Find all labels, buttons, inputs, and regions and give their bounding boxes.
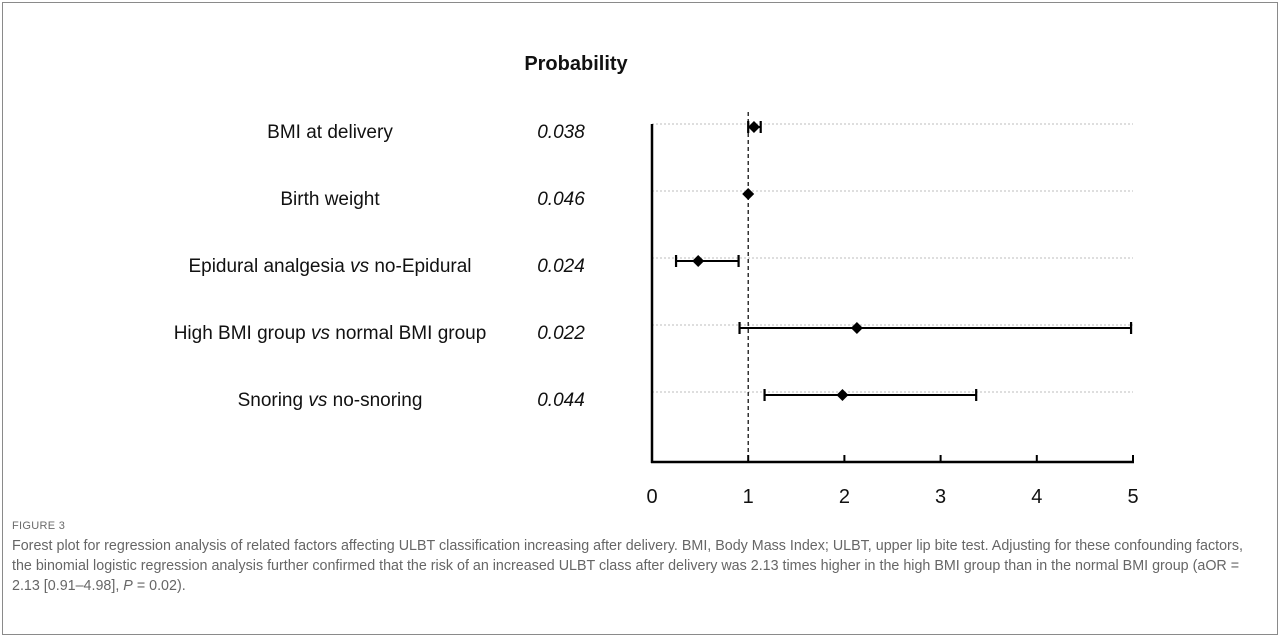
caption-text-end: = 0.02). xyxy=(132,578,186,594)
odds-ratio-marker xyxy=(742,188,755,200)
row-label-part: Birth weight xyxy=(280,189,380,210)
x-tick-label: 1 xyxy=(743,486,754,508)
p-value: 0.024 xyxy=(537,256,585,277)
caption-p-symbol: P xyxy=(123,578,133,594)
odds-ratio-marker xyxy=(692,255,705,267)
x-tick-label: 0 xyxy=(646,486,657,508)
odds-ratio-marker xyxy=(836,389,849,401)
confidence-intervals xyxy=(674,121,1133,401)
p-value: 0.046 xyxy=(537,189,585,210)
figure-number: FIGURE 3 xyxy=(12,520,66,532)
forest-plot: Probability BMI at delivery 0.038 Birth we… xyxy=(174,53,1139,508)
p-value: 0.038 xyxy=(537,122,585,143)
row-label-vs: vs xyxy=(308,390,328,411)
row-label-part: Snoring xyxy=(238,390,309,411)
p-value: 0.044 xyxy=(537,390,585,411)
x-tick-label: 5 xyxy=(1127,486,1138,508)
row-label-vs: vs xyxy=(350,256,370,277)
x-tick-labels: 0 1 2 3 4 5 xyxy=(646,486,1138,508)
axes xyxy=(650,124,1134,464)
row-label-part: BMI at delivery xyxy=(267,122,393,143)
row-label-part: Epidural analgesia xyxy=(188,256,350,277)
row-label: Snoring vs no-snoring xyxy=(238,390,423,411)
row-label-part: High BMI group xyxy=(174,323,311,344)
figure-caption: FIGURE 3 Forest plot for regression anal… xyxy=(12,520,1262,596)
row-labels: BMI at delivery 0.038 Birth weight 0.046 Epi… xyxy=(174,122,586,411)
x-tick-label: 2 xyxy=(839,486,850,508)
x-tick-label: 3 xyxy=(935,486,946,508)
row-label-part: normal BMI group xyxy=(330,323,486,344)
row-label: Epidural analgesia vs no-Epidural xyxy=(188,256,471,277)
odds-ratio-marker xyxy=(850,322,863,334)
p-value: 0.022 xyxy=(537,323,585,344)
grid-lines xyxy=(652,123,1133,393)
row-label: Birth weight xyxy=(280,189,380,210)
row-label-part: no-Epidural xyxy=(369,256,471,277)
row-label: High BMI group vs normal BMI group xyxy=(174,323,487,344)
odds-ratio-marker xyxy=(747,121,760,133)
probability-header: Probability xyxy=(524,53,628,75)
x-tick-label: 4 xyxy=(1031,486,1042,508)
row-label-vs: vs xyxy=(311,323,331,344)
caption-text-main: Forest plot for regression analysis of r… xyxy=(12,538,1243,594)
row-label: BMI at delivery xyxy=(267,122,393,143)
caption-text: Forest plot for regression analysis of r… xyxy=(12,536,1262,596)
row-label-part: no-snoring xyxy=(327,390,422,411)
